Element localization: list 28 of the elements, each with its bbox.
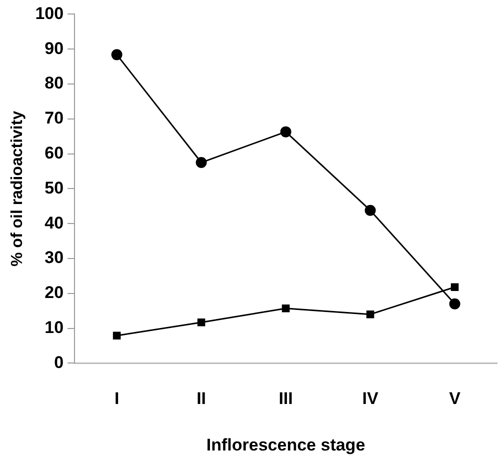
x-tick-label: V [449,389,462,408]
x-axis-title: Inflorescence stage [206,435,366,454]
y-tick-label: 30 [44,248,64,268]
y-tick-label: 90 [44,38,64,58]
x-tick-label: IV [362,389,379,408]
y-tick-label: 10 [44,318,64,337]
x-tick-label: III [278,389,293,408]
point [364,204,376,216]
y-tick-label: 0 [54,352,64,372]
x-tick-label: II [196,389,206,408]
y-axis-title: % of oil radioactivity [9,110,26,266]
point [280,126,292,138]
y-tick-label: 50 [44,178,64,198]
point [111,49,122,60]
point [366,310,374,318]
y-tick-label: 60 [44,143,64,162]
point [282,304,290,312]
point [449,298,460,310]
y-tick-label: 80 [44,74,64,93]
point [112,332,121,340]
y-tick-label: 100 [35,4,64,23]
x-tick-label: I [114,389,120,408]
y-tick-label: 20 [44,283,64,302]
y-tick-label: 40 [44,213,64,232]
point [450,283,459,292]
y-tick-label: 70 [44,108,64,128]
point [197,318,206,326]
point [196,157,207,168]
